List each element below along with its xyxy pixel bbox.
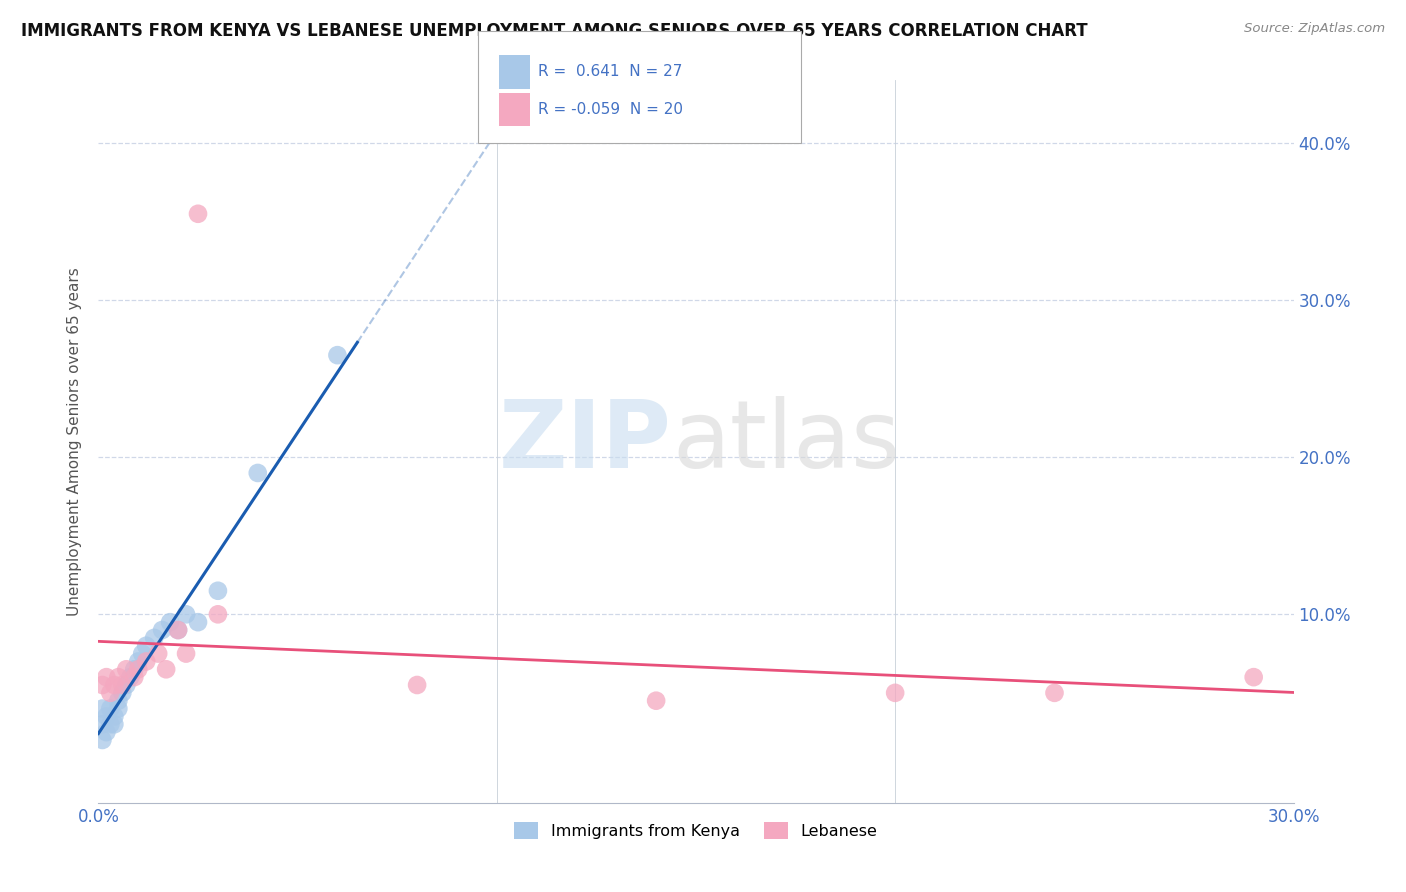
Text: IMMIGRANTS FROM KENYA VS LEBANESE UNEMPLOYMENT AMONG SENIORS OVER 65 YEARS CORRE: IMMIGRANTS FROM KENYA VS LEBANESE UNEMPL… [21,22,1088,40]
Text: Source: ZipAtlas.com: Source: ZipAtlas.com [1244,22,1385,36]
Point [174,647,197,661]
Point [120,670,142,684]
Point [96,709,118,723]
Point [135,655,157,669]
Point [645,694,668,708]
Point [150,623,173,637]
Point [103,678,125,692]
Point [174,607,197,622]
Point [127,662,149,676]
Legend: Immigrants from Kenya, Lebanese: Immigrants from Kenya, Lebanese [508,815,884,846]
Point [406,678,429,692]
Point [91,717,114,731]
Point [167,623,190,637]
Point [111,678,134,692]
Text: ZIP: ZIP [499,395,672,488]
Text: R = -0.059  N = 20: R = -0.059 N = 20 [538,102,683,117]
Point [246,466,269,480]
Point [207,583,229,598]
Point [103,717,125,731]
Point [124,670,146,684]
Point [96,725,118,739]
Point [107,701,129,715]
Point [884,686,907,700]
Point [98,686,122,700]
Point [98,717,122,731]
Point [115,662,138,676]
Point [115,678,138,692]
Point [103,709,125,723]
Point [207,607,229,622]
Point [131,647,153,661]
Point [167,623,190,637]
Point [98,701,122,715]
Text: R =  0.641  N = 27: R = 0.641 N = 27 [538,64,683,79]
Text: atlas: atlas [672,395,900,488]
Point [148,647,170,661]
Point [1043,686,1066,700]
Point [107,670,129,684]
Point [135,639,157,653]
Point [1243,670,1265,684]
Point [96,670,118,684]
Point [127,655,149,669]
Point [155,662,177,676]
Point [143,631,166,645]
Point [91,678,114,692]
Point [159,615,181,630]
Point [111,686,134,700]
Point [187,207,209,221]
Y-axis label: Unemployment Among Seniors over 65 years: Unemployment Among Seniors over 65 years [67,268,83,615]
Point [187,615,209,630]
Point [107,694,129,708]
Point [124,662,146,676]
Point [91,701,114,715]
Point [91,733,114,747]
Point [326,348,349,362]
